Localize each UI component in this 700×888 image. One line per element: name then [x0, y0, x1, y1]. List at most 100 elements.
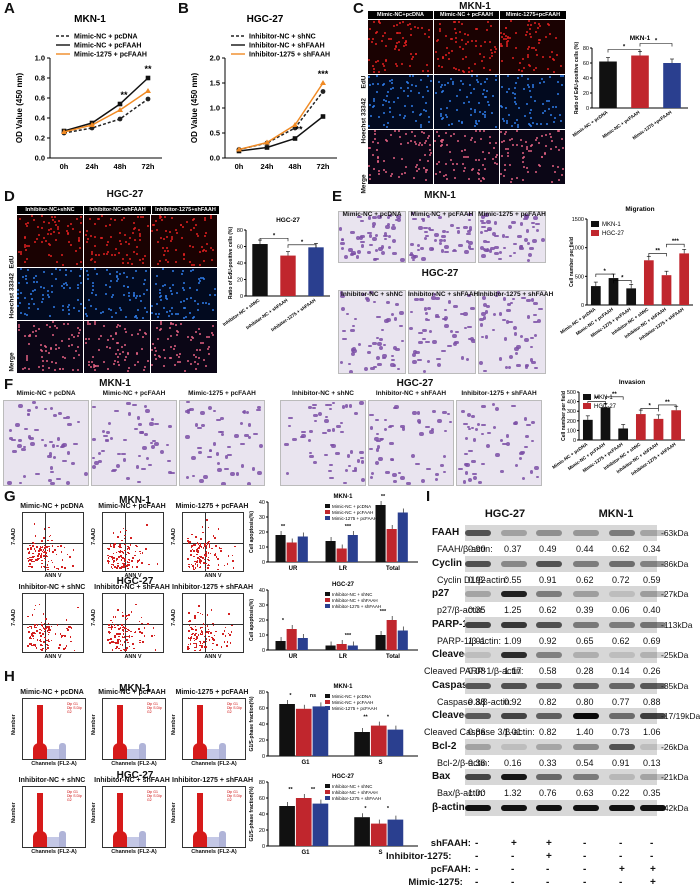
h-top-g1-peak [37, 705, 43, 759]
f-left-cell [111, 470, 116, 472]
c-nucleus [532, 86, 534, 88]
c-nucleus [372, 141, 374, 143]
g-bot-event [121, 636, 124, 638]
d-nucleus [163, 349, 165, 351]
f-left-cell [123, 458, 126, 462]
g-bot-event [231, 624, 233, 627]
e-bot-cell [350, 329, 355, 332]
f-left-cell [66, 481, 70, 485]
e-bot-cell [366, 298, 370, 302]
g-top-event [136, 566, 138, 568]
c-nucleus [415, 120, 417, 122]
chartG1-legend-swatch [325, 504, 330, 508]
d-nucleus [26, 357, 28, 359]
chartC-ytick-label: 20 [583, 91, 589, 97]
wb-protein-name: Bax [432, 771, 451, 782]
g-bot-event [133, 647, 135, 650]
g-top-event [202, 557, 204, 559]
c-nucleus [440, 86, 442, 88]
d-nucleus [154, 354, 156, 356]
chartE-sig-bracket [648, 253, 667, 257]
chartA-legend-label: Mimic-NC + pcFAAH [74, 43, 141, 50]
g-bot-event [201, 632, 204, 634]
c-nucleus [507, 37, 509, 39]
e-bot-cell [382, 354, 387, 358]
g-top-event [112, 561, 115, 563]
chartG2-legend-swatch [325, 604, 330, 608]
c-nucleus [538, 23, 540, 25]
wb-ratio-value: 0.54 [576, 757, 594, 768]
d-nucleus [42, 360, 44, 362]
d-nucleus [37, 226, 39, 228]
g-top-event [200, 546, 203, 548]
c-nucleus [446, 144, 448, 146]
chartH2-bar [387, 819, 404, 846]
d-nucleus [211, 332, 213, 334]
g-bot-event [33, 608, 36, 611]
d-nucleus [52, 219, 54, 221]
d-nucleus [78, 240, 80, 242]
d-nucleus [117, 361, 119, 363]
d-nucleus [92, 356, 94, 358]
wb-band [465, 652, 491, 658]
g-bot-event [118, 638, 120, 641]
d-nucleus [26, 282, 28, 284]
e-bot-cell [418, 341, 423, 344]
c-nucleus [551, 140, 553, 142]
d-nucleus [143, 369, 145, 371]
c-nucleus [435, 51, 437, 53]
e-top-cell [487, 227, 492, 231]
d-nucleus [143, 293, 145, 295]
d-nucleus [78, 354, 80, 356]
chartH1-xtick-label: S [378, 760, 382, 766]
c-nucleus [439, 28, 441, 30]
d-nucleus [159, 289, 161, 291]
d-nucleus [95, 254, 97, 256]
d-nucleus [94, 369, 96, 371]
f-right-cell [394, 405, 399, 409]
d-nucleus [18, 326, 20, 328]
c-nucleus [534, 22, 536, 24]
g-top-event [51, 545, 54, 547]
chartC-bar [631, 55, 649, 108]
f-right-cell [391, 459, 394, 461]
c-nucleus [482, 113, 484, 115]
chartA-ylabel: OD Value (450 nm) [15, 73, 24, 144]
c-nucleus [399, 114, 401, 116]
chartA-ytick-label: 0.2 [35, 134, 45, 143]
d-nucleus [77, 299, 79, 301]
c-nucleus [450, 159, 452, 161]
f-left-cell [241, 464, 244, 468]
d-nucleus [134, 364, 136, 366]
c-nucleus [506, 120, 508, 122]
c-nucleus [428, 135, 430, 137]
g-top-event [124, 558, 126, 560]
f-right-cell [520, 451, 525, 454]
c-nucleus [397, 97, 399, 99]
d-nucleus [94, 223, 96, 225]
g-bot-event [204, 625, 207, 628]
h-top-hist-label: Mimic-1275 + pcFAAH [175, 689, 249, 696]
g-top-event [27, 557, 29, 560]
g-top-event [117, 536, 119, 538]
g-top-event [193, 555, 195, 558]
e-top-cell [490, 247, 495, 250]
c-nucleus [495, 142, 497, 144]
d-nucleus [18, 282, 20, 284]
g-bot-event [229, 642, 232, 644]
d-nucleus [51, 273, 53, 275]
d-nucleus [191, 264, 193, 266]
d-nucleus [197, 235, 199, 237]
e-bot-cell [397, 368, 400, 370]
c-nucleus [383, 112, 385, 114]
c-nucleus [389, 80, 391, 82]
d-nucleus [100, 312, 102, 314]
g-top-event [43, 528, 46, 530]
c-row-merge: Merge [360, 174, 368, 194]
d-nucleus [170, 335, 172, 337]
c-nucleus [514, 87, 516, 89]
g-bot-event [193, 639, 196, 642]
g-bot-event [39, 628, 41, 631]
c-nucleus [556, 54, 558, 56]
c-nucleus [442, 90, 444, 92]
